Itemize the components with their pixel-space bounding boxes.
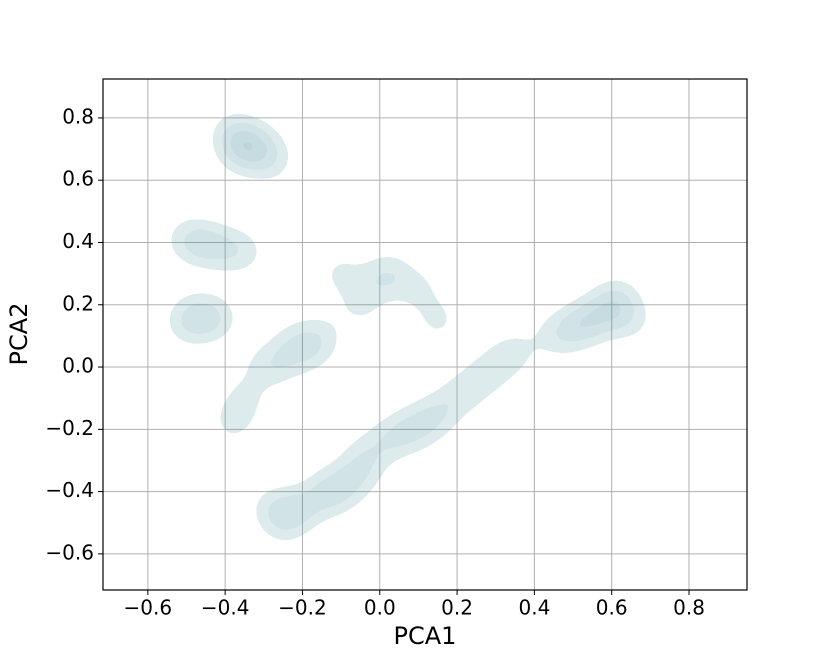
density-sample: [172, 309, 201, 338]
density-sample: [230, 237, 259, 266]
density-sample: [172, 225, 201, 254]
density-sample: [423, 306, 452, 335]
y-tick-label: 0.0: [62, 354, 94, 378]
y-tick-label: −0.6: [45, 540, 94, 564]
x-tick-label: 0.6: [596, 596, 628, 620]
x-tick-label: −0.2: [278, 596, 327, 620]
density-sample: [605, 284, 634, 313]
density-sample: [423, 399, 452, 428]
y-tick-label: 0.6: [62, 167, 94, 191]
density-sample: [346, 462, 375, 491]
density-sample: [218, 409, 247, 438]
density-sample: [257, 493, 286, 522]
density: [172, 119, 646, 537]
density-sample: [203, 303, 232, 332]
density-sample: [481, 353, 510, 382]
density-clip: [172, 119, 646, 537]
density-sample: [230, 384, 259, 413]
density-sample: [462, 368, 491, 397]
density-sample: [327, 477, 356, 506]
density-sample: [443, 384, 472, 413]
density-sample: [327, 259, 356, 288]
plot-frame: [102, 78, 748, 591]
x-tick-label: −0.6: [124, 596, 173, 620]
x-tick-label: 0.4: [518, 596, 550, 620]
density-sample: [617, 306, 646, 335]
density-sample: [365, 430, 394, 459]
density-sample: [226, 141, 255, 170]
y-axis-label: PCA2: [5, 303, 33, 366]
density-sample: [249, 353, 278, 382]
density-sample: [218, 119, 247, 148]
density-sample: [377, 259, 406, 288]
y-tick-label: 0.2: [62, 291, 94, 315]
density-sample: [404, 275, 433, 304]
x-tick-label: 0.8: [673, 596, 705, 620]
density-sample: [257, 147, 286, 176]
x-tick-label: −0.4: [201, 596, 250, 620]
x-tick-label: 0.2: [441, 596, 473, 620]
density-sample: [307, 321, 336, 350]
y-tick-label: −0.2: [45, 416, 94, 440]
y-tick-label: 0.8: [62, 104, 94, 128]
grid: [103, 79, 747, 590]
density-sample: [539, 321, 568, 350]
ticks: −0.6 −0.4 −0.2 0.0 0.2 0.4 0.6 0.8 −0.6 −0.4 −0.2 0…: [45, 104, 705, 619]
y-tick-label: 0.4: [62, 229, 94, 253]
density-sample: [501, 337, 530, 366]
density-sample: [346, 290, 375, 319]
x-tick-label: 0.0: [364, 596, 396, 620]
x-axis-label: PCA1: [394, 622, 457, 650]
y-tick-label: −0.4: [45, 478, 94, 502]
